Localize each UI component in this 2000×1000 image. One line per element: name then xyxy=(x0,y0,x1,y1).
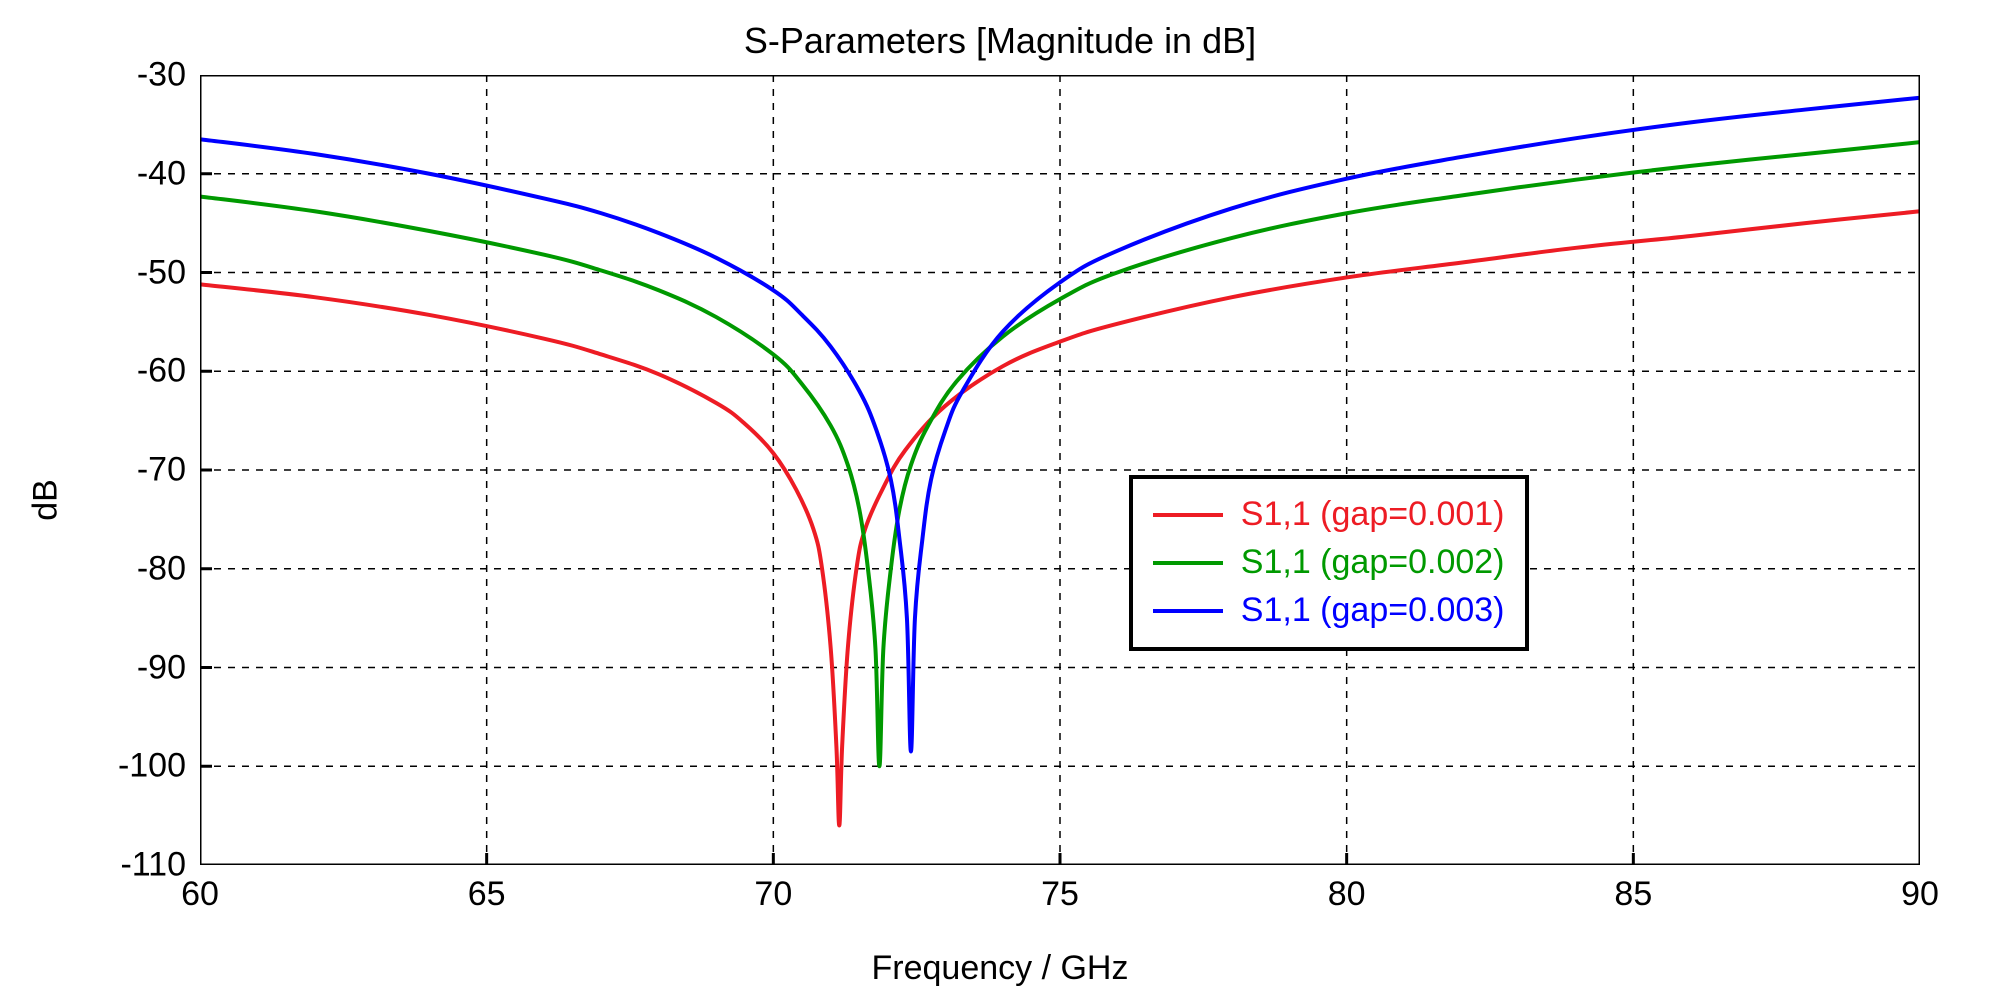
x-tick-label: 75 xyxy=(1041,875,1079,914)
legend-swatch xyxy=(1153,561,1223,565)
legend: S1,1 (gap=0.001) S1,1 (gap=0.002) S1,1 (ga… xyxy=(1129,475,1529,651)
y-tick-label: -50 xyxy=(137,253,186,292)
legend-label: S1,1 (gap=0.003) xyxy=(1241,591,1505,630)
y-tick-label: -40 xyxy=(137,154,186,193)
x-tick-label: 80 xyxy=(1328,875,1366,914)
y-tick-label: -30 xyxy=(137,56,186,95)
sparameter-chart: S-Parameters [Magnitude in dB] dB Freque… xyxy=(0,0,2000,1000)
x-tick-label: 70 xyxy=(754,875,792,914)
y-axis-label: dB xyxy=(26,479,65,521)
x-tick-label: 60 xyxy=(181,875,219,914)
legend-swatch xyxy=(1153,609,1223,613)
y-tick-label: -70 xyxy=(137,451,186,490)
legend-item: S1,1 (gap=0.002) xyxy=(1153,539,1505,587)
legend-item: S1,1 (gap=0.003) xyxy=(1153,587,1505,635)
legend-label: S1,1 (gap=0.002) xyxy=(1241,543,1505,582)
x-axis-label: Frequency / GHz xyxy=(0,949,2000,988)
x-tick-label: 85 xyxy=(1614,875,1652,914)
plot-area xyxy=(200,75,1920,865)
x-tick-label: 90 xyxy=(1901,875,1939,914)
legend-label: S1,1 (gap=0.001) xyxy=(1241,495,1505,534)
y-tick-label: -100 xyxy=(118,747,186,786)
y-tick-label: -60 xyxy=(137,352,186,391)
y-tick-label: -90 xyxy=(137,648,186,687)
legend-item: S1,1 (gap=0.001) xyxy=(1153,491,1505,539)
x-tick-label: 65 xyxy=(468,875,506,914)
legend-swatch xyxy=(1153,513,1223,517)
y-tick-label: -110 xyxy=(120,846,186,885)
y-tick-label: -80 xyxy=(137,549,186,588)
chart-title: S-Parameters [Magnitude in dB] xyxy=(0,20,2000,62)
